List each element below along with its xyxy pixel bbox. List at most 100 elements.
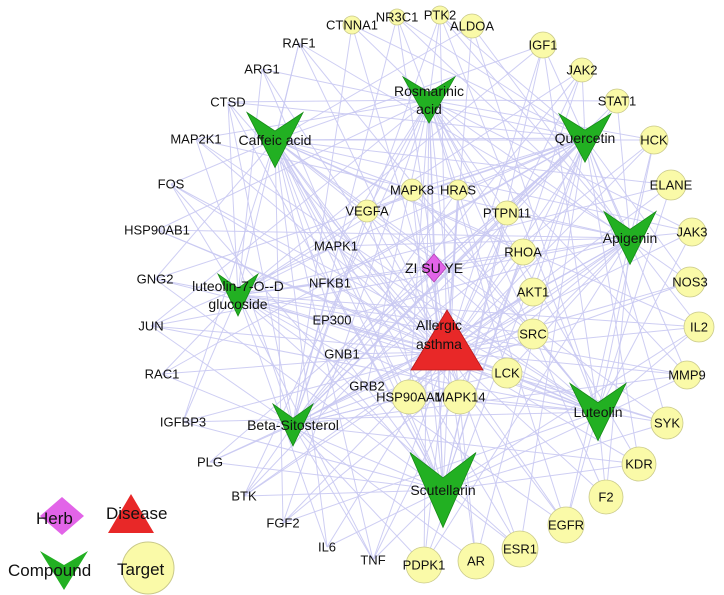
edge-luteolin7-MAPK14	[237, 294, 461, 398]
edge-luteolin7-GNB1	[237, 294, 343, 355]
target-label-ar: AR	[467, 554, 485, 569]
edge-caffeic-SYK	[274, 139, 668, 424]
target-node-mapk14	[442, 379, 478, 415]
target-label-nr3c1: NR3C1	[376, 10, 419, 25]
compound-label-rosmarinic: Rosmarinic	[394, 83, 464, 99]
target-label-hck: HCK	[640, 133, 668, 148]
edge-caffeic-MAPK8	[274, 139, 413, 191]
target-node-ptk2	[430, 5, 450, 25]
edge-rosmarinic-STAT1	[428, 99, 618, 102]
target-label-mapk1: MAPK1	[314, 239, 358, 254]
target-label-syk: SYK	[654, 416, 680, 431]
edge-beta-apigenin	[292, 237, 631, 426]
target-node-f2	[588, 479, 624, 515]
edge-caffeic-EGFR	[274, 139, 567, 526]
edge-rosmarinic-PTK2	[428, 14, 441, 101]
edge-luteolin7-SRC	[237, 294, 534, 335]
edge-disease-VEGFA	[366, 210, 448, 353]
edge-disease-IL2	[446, 326, 700, 353]
edge-rosmarinic-PTPN11	[428, 99, 508, 214]
edge-caffeic-GNG2	[154, 139, 276, 280]
edge-luteolin-FOS	[170, 183, 599, 413]
edge-rosmarinic-LCK	[428, 99, 508, 374]
target-label-mapk8: MAPK8	[390, 183, 434, 198]
herb-label: ZI SU YE	[405, 260, 463, 276]
target-label-vegfa: VEGFA	[345, 204, 389, 219]
edge-scutellarin-BTK	[243, 489, 444, 497]
edge-luteolin-EGFR	[565, 411, 599, 526]
edge-luteolin7-GNG2	[154, 278, 239, 296]
edge-quercetin-CTNNA1	[351, 24, 586, 139]
edge-quercetin-CTSD	[227, 101, 586, 139]
edge-disease-KDR	[446, 351, 640, 465]
target-label-ptk2: PTK2	[424, 8, 457, 23]
edge-luteolin7-IGF1	[237, 44, 544, 296]
edge-rosmarinic-HCK	[428, 99, 655, 141]
edge-luteolin-FGF2	[282, 411, 599, 524]
edge-quercetin-TNF	[372, 137, 586, 561]
edge-disease-ELANE	[446, 184, 672, 353]
target-node-nos3	[674, 266, 706, 298]
herb-node	[421, 253, 447, 283]
target-label-hsp90aa1: HSP90AA1	[376, 390, 442, 405]
edge-disease-FGF2	[282, 351, 448, 524]
edge-scutellarin-NFKB1	[329, 282, 444, 491]
edge-rosmarinic-CTSD	[227, 99, 430, 103]
target-label-ctsd: CTSD	[210, 95, 245, 110]
compound-node-scutellarin	[409, 452, 477, 529]
target-label-rac1: RAC1	[145, 367, 180, 382]
edge-rosmarinic-MAP2K1	[195, 99, 430, 140]
compound-node-beta	[271, 402, 315, 447]
compound-label-luteolin7: glucoside	[208, 296, 267, 312]
edge-apigenin-PTPN11	[506, 212, 631, 239]
edge-quercetin-KDR	[584, 137, 640, 465]
edge-caffeic-TNF	[274, 139, 374, 561]
edge-luteolin7-RAC1	[161, 294, 239, 375]
compound-label-scutellarin: Scutellarin	[410, 482, 475, 498]
compound-label-quercetin: Quercetin	[555, 130, 616, 146]
edge-scutellarin-PTPN11	[442, 212, 508, 491]
edge-apigenin-STAT1	[616, 100, 631, 239]
legend-herb-label: Herb	[36, 509, 73, 528]
edge-apigenin-EGFR	[565, 237, 631, 526]
edge-scutellarin-RHOA	[442, 251, 524, 491]
edge-beta-JAK2	[292, 69, 583, 426]
legend: Herb Disease Compound Target	[8, 494, 175, 595]
target-label-il6: IL6	[318, 540, 336, 555]
edge-disease-MAP2K1	[195, 138, 448, 353]
target-label-akt1: AKT1	[517, 285, 550, 300]
target-label-ep300: EP300	[312, 313, 351, 328]
edge-apigenin-F2	[605, 237, 631, 498]
edge-scutellarin-FOS	[170, 183, 444, 491]
target-label-rhoa: RHOA	[504, 245, 542, 260]
edge-luteolin-IGFBP3	[182, 411, 599, 423]
edge-rosmarinic-F2	[428, 99, 607, 498]
edge-disease-BTK	[243, 351, 448, 497]
edge-luteolin-MAPK14	[459, 396, 599, 413]
edge-rosmarinic-VEGFA	[366, 99, 430, 212]
edge-disease-IGF1	[446, 44, 544, 353]
edge-luteolin-MAP2K1	[195, 138, 599, 413]
disease-label: asthma	[416, 336, 462, 352]
target-label-nfkb1: NFKB1	[309, 276, 351, 291]
target-label-il2: IL2	[690, 320, 708, 335]
target-label-igfbp3: IGFBP3	[160, 415, 206, 430]
edge-disease-CTNNA1	[351, 24, 448, 353]
edge-luteolin7-MAPK1	[237, 245, 337, 296]
edge-luteolin-JUN	[150, 325, 599, 413]
target-label-fos: FOS	[158, 177, 185, 192]
target-node-igf1	[529, 31, 557, 59]
edge-quercetin-RAC1	[161, 137, 586, 375]
legend-herb-symbol	[40, 497, 84, 535]
target-label-gnb1: GNB1	[324, 347, 359, 362]
legend-compound-label: Compound	[8, 561, 91, 580]
target-node-stat1	[604, 88, 630, 114]
edge-disease-NR3C1	[396, 16, 448, 353]
edge-luteolin7-MAPK8	[237, 189, 413, 296]
edge-disease-IL6	[326, 351, 448, 548]
target-node-esr1	[501, 530, 539, 568]
edge-quercetin-MAPK8	[411, 137, 586, 191]
edge-apigenin-HSP90AA1	[408, 237, 631, 398]
edge-disease-ARG1	[261, 68, 448, 353]
